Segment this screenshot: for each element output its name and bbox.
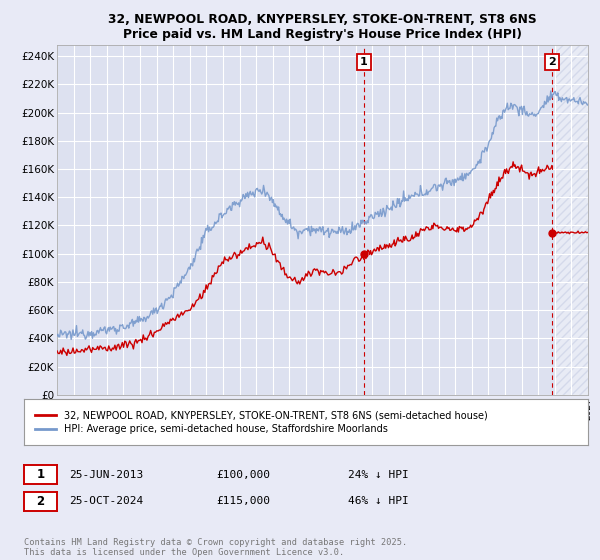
Text: £100,000: £100,000 (216, 470, 270, 480)
Text: 2: 2 (548, 57, 556, 67)
Text: Contains HM Land Registry data © Crown copyright and database right 2025.
This d: Contains HM Land Registry data © Crown c… (24, 538, 407, 557)
Title: 32, NEWPOOL ROAD, KNYPERSLEY, STOKE-ON-TRENT, ST8 6NS
Price paid vs. HM Land Reg: 32, NEWPOOL ROAD, KNYPERSLEY, STOKE-ON-T… (108, 13, 537, 41)
Text: 2: 2 (37, 494, 44, 508)
Bar (555, 45, 588, 395)
Text: 1: 1 (37, 468, 44, 482)
Text: £115,000: £115,000 (216, 496, 270, 506)
Text: 24% ↓ HPI: 24% ↓ HPI (348, 470, 409, 480)
Text: 25-OCT-2024: 25-OCT-2024 (69, 496, 143, 506)
Legend: 32, NEWPOOL ROAD, KNYPERSLEY, STOKE-ON-TRENT, ST8 6NS (semi-detached house), HPI: 32, NEWPOOL ROAD, KNYPERSLEY, STOKE-ON-T… (32, 407, 490, 437)
Text: 1: 1 (360, 57, 368, 67)
Text: 25-JUN-2013: 25-JUN-2013 (69, 470, 143, 480)
Text: 46% ↓ HPI: 46% ↓ HPI (348, 496, 409, 506)
